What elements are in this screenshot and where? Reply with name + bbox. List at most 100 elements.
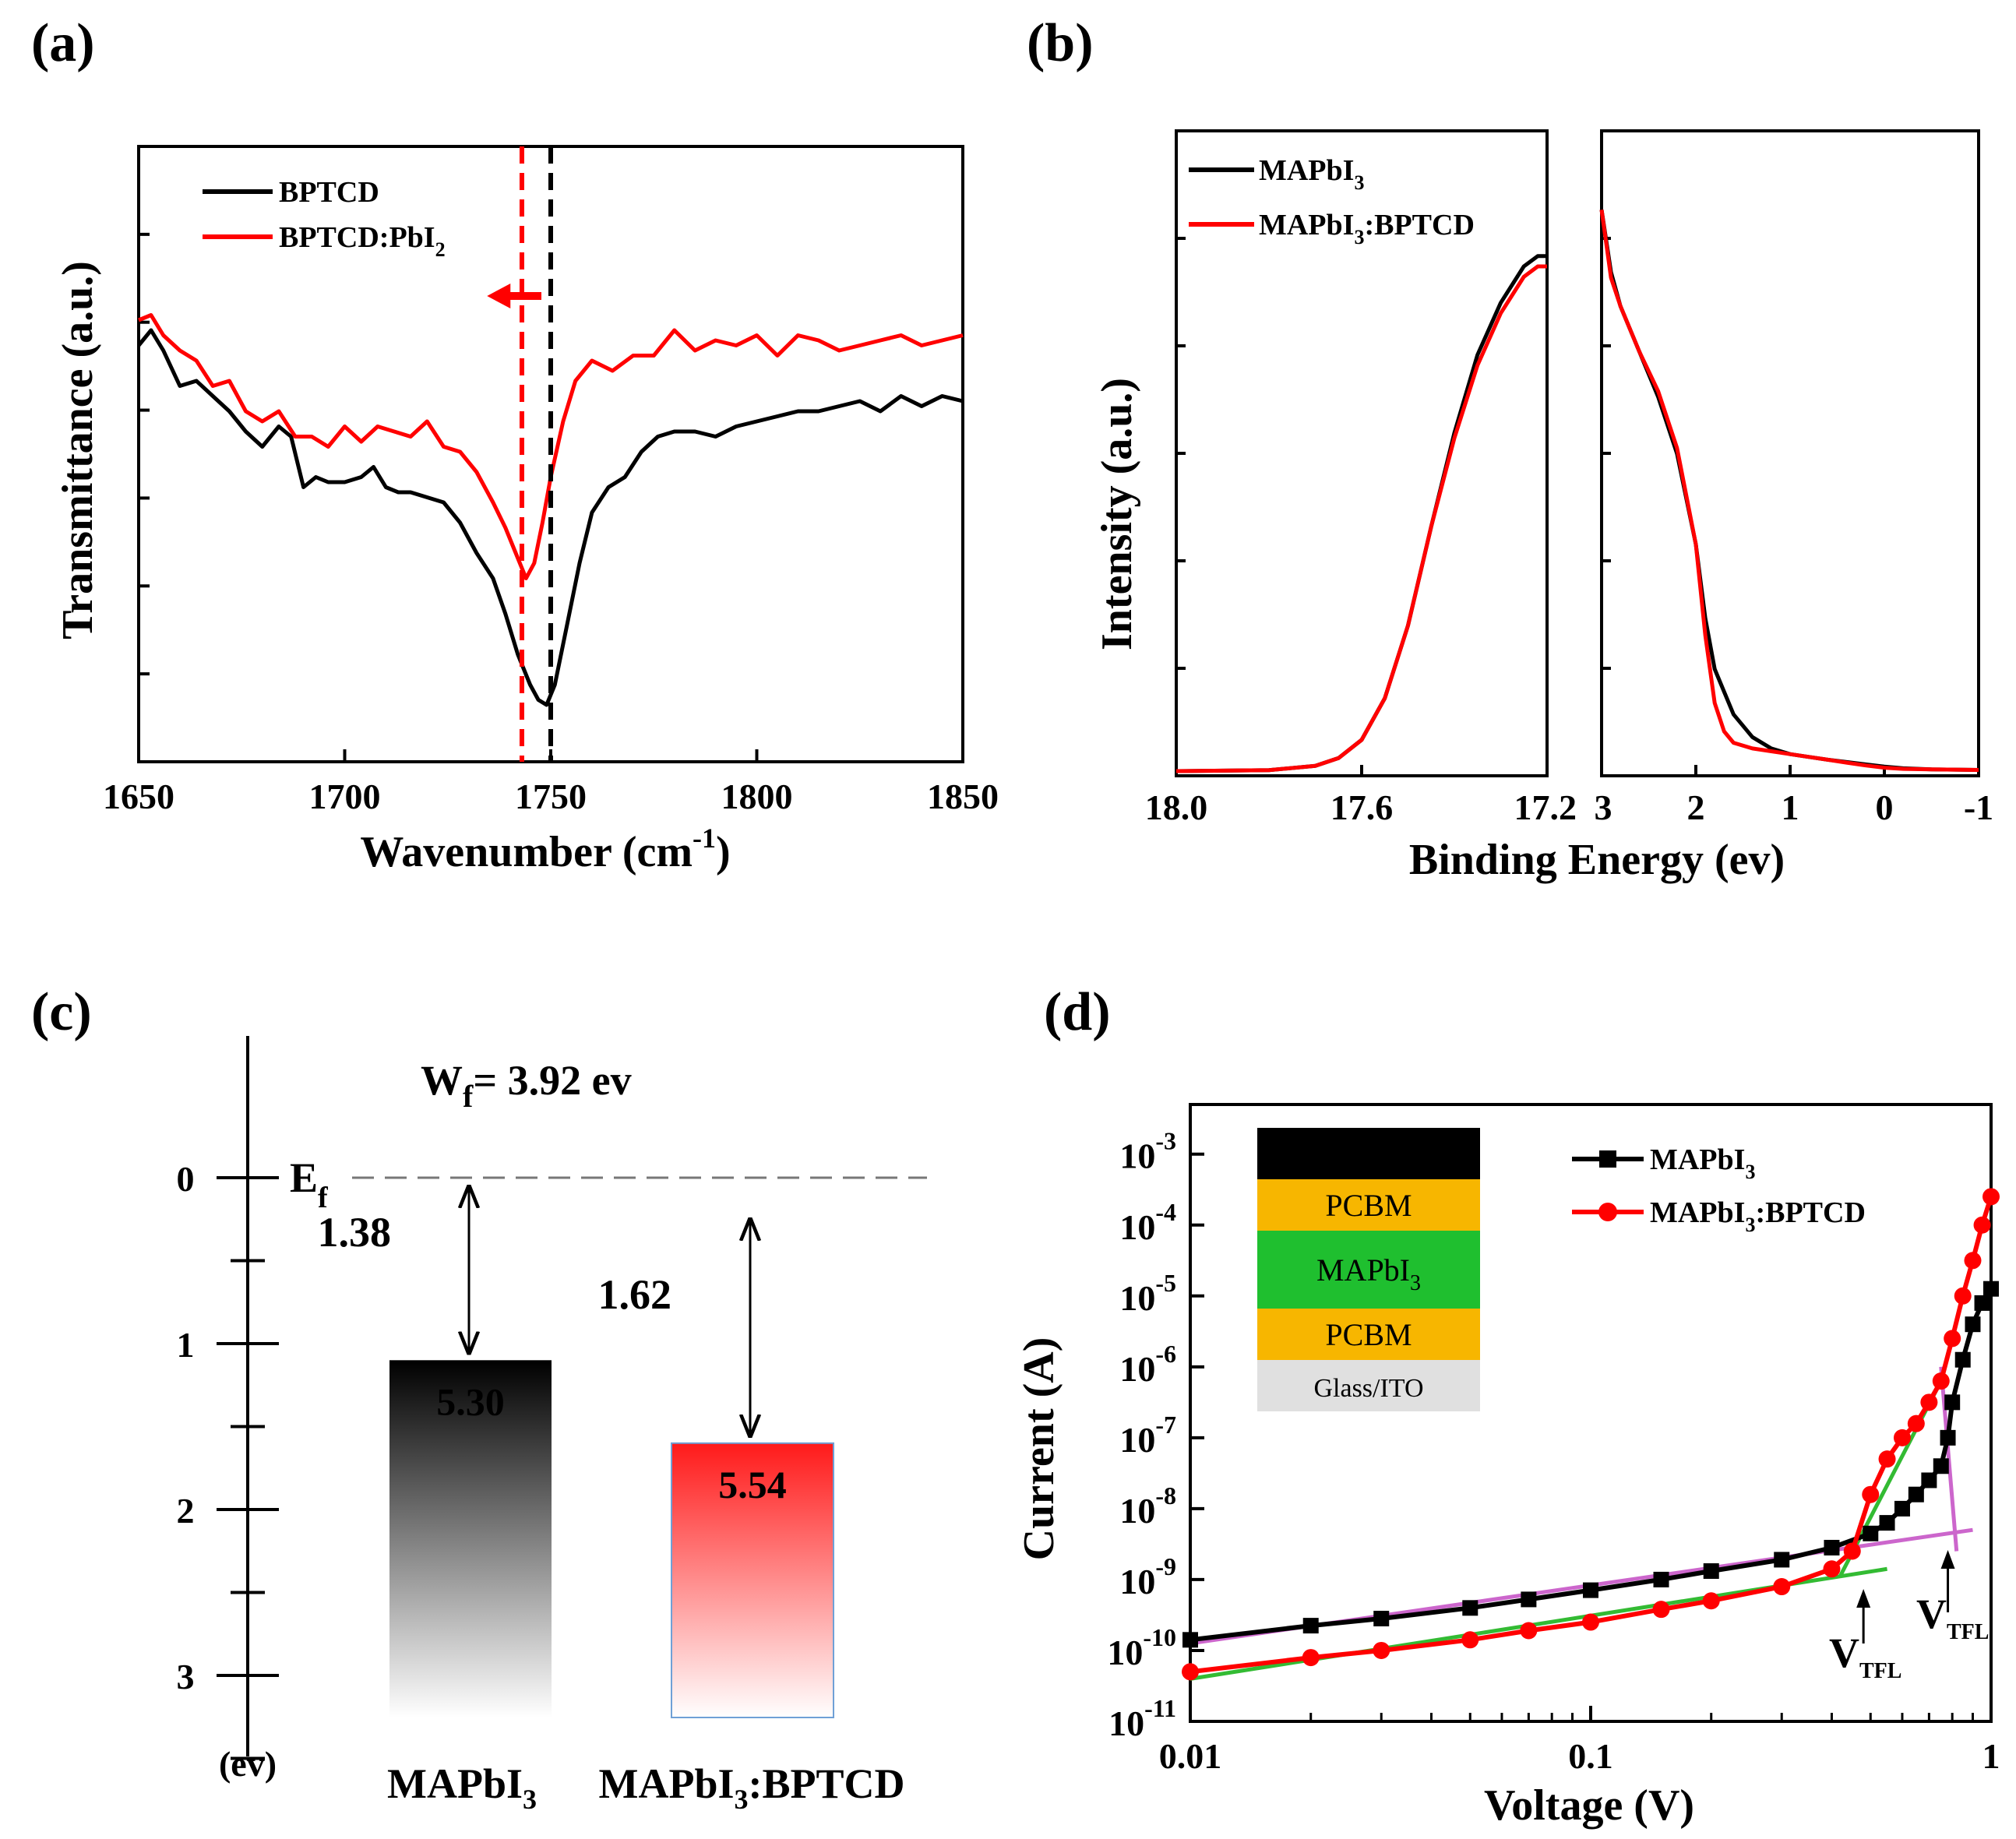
energy-bar-value-0: 5.30 [436,1379,505,1423]
panel-a-xtick-label: 1650 [103,777,174,816]
panel-d-marker-circle [1843,1542,1861,1560]
panel-a-xlabel: Wavenumber (cm-1) [360,823,730,876]
panel-a-plot: 1650 1700 1750 1800 1850 [103,145,999,816]
panel-b-xtick-label: -1 [1964,787,1993,827]
panel-d-marker-square [1302,1618,1319,1634]
panel-b-legend: MAPbI3 MAPbI3:BPTCD [1189,154,1475,248]
panel-d-ytick-label: 10-4 [1119,1198,1176,1247]
panel-c-ytick-label: 1 [177,1325,195,1365]
panel-b-frame-1 [1600,129,1980,777]
energy-bar-value-1: 5.54 [718,1463,787,1506]
legend-label-bptcd: BPTCD [279,176,379,209]
panel-d-marker-circle [1954,1287,1972,1305]
panel-d-marker-square [1965,1316,1981,1333]
panel-d-marker-square [1521,1591,1537,1608]
panel-b-xtick-label: 17.2 [1514,787,1577,827]
panel-c-ytick-label: 2 [177,1491,195,1531]
vtfl-arrow-head-1 [1940,1550,1955,1569]
panel-d-marker-circle [1944,1330,1961,1348]
energy-bar-1 [671,1442,834,1719]
panel-d-marker-square [1933,1458,1949,1474]
panel-d-marker-square [1703,1563,1719,1580]
device-layer-label-4: Glass/ITO [1313,1374,1423,1403]
panel-a-series-0 [137,328,964,707]
panel-d-series-1 [1190,1196,1993,1675]
panel-d-marker-circle [1773,1578,1791,1596]
panel-d-marker-square [1653,1571,1669,1587]
gap-label-0: 1.38 [318,1209,392,1256]
panel-a-xtick-label: 1700 [309,777,381,816]
panel-d-marker-square [1940,1429,1956,1446]
panel-d-ytick-label: 10-7 [1119,1411,1176,1460]
panel-c-plot: 0 1 2 3 5.30 1.38 5.54 1.62 [177,1036,927,1760]
legend-marker-circle [1598,1203,1617,1221]
panel-b-ylabel: Intensity (a.u.) [1093,378,1141,650]
panel-d-ytick-label: 10-8 [1119,1481,1176,1531]
legend-label-d-mapbi3-bptcd: MAPbI3:BPTCD [1650,1196,1866,1236]
panel-b-xtick-label: 0 [1876,787,1894,827]
panel-a: (a) 1650 1700 1750 1800 1850 Transmittance (… [31,13,999,876]
panel-a-legend: BPTCD BPTCD:PbI2 [203,176,446,261]
panel-d-marker-circle [1582,1613,1599,1631]
panel-d-marker-square [1908,1486,1924,1503]
panel-d-marker-circle [1461,1631,1479,1649]
panel-d-marker-square [1373,1611,1390,1626]
panel-d-marker-circle [1983,1188,2000,1206]
panel-b-series-0-part-1 [1599,209,1979,772]
panel-d-marker-circle [1652,1601,1670,1619]
panel-d-marker-square [1954,1351,1971,1368]
panel-d-marker-square [1462,1600,1479,1616]
panel-a-xtick-label: 1800 [721,777,793,816]
panel-d-marker-square [1863,1525,1879,1541]
panel-d-ytick-label: 10-3 [1119,1127,1176,1176]
device-layer-label-0: Ag [1350,1136,1388,1171]
panel-d-marker-circle [1920,1393,1938,1411]
device-layer-label-1: PCBM [1325,1188,1412,1223]
panel-d-marker-circle [1302,1649,1320,1667]
panel-d-marker-square [1879,1515,1895,1531]
panel-d-ytick-label: 10-9 [1119,1552,1176,1601]
panel-d-marker-square [1774,1552,1790,1568]
device-layer-label-3: PCBM [1325,1317,1412,1352]
panel-c-ytick-label: 0 [177,1159,195,1199]
vtfl-label-2: VTFL [1916,1591,1989,1644]
workfunction-label: Wf= 3.92 ev [421,1057,632,1114]
bar-name-mapbi3-bptcd: MAPbI3:BPTCD [599,1760,905,1815]
device-layer-4 [1257,1360,1480,1411]
energy-bar-0 [389,1360,552,1717]
panel-d-marker-circle [1932,1372,1950,1390]
legend-label-bptcd-pbi2: BPTCD:PbI2 [279,221,446,261]
device-layer-label-2: MAPbI3 [1316,1252,1421,1295]
panel-d-marker-circle [1964,1252,1982,1270]
device-layer-1 [1257,1179,1480,1231]
device-layer-3 [1257,1309,1480,1360]
panel-d-xtick-label: 0.1 [1568,1736,1613,1776]
panel-a-label: (a) [31,13,95,73]
device-layer-0 [1257,1128,1480,1179]
panel-d-label: (d) [1044,982,1111,1042]
legend-label-mapbi3-bptcd: MAPbI3:BPTCD [1259,209,1475,248]
panel-d-marker-square [1824,1539,1840,1555]
bar-name-mapbi3: MAPbI3 [387,1760,537,1815]
panel-b-series-1-part-0 [1175,264,1547,773]
panel-d-xlabel: Voltage (V) [1484,1781,1694,1830]
panel-d-marker-circle [1862,1485,1880,1503]
panel-d-marker-circle [1878,1450,1896,1468]
panel-d-marker-square [1583,1582,1598,1598]
panel-d-ytick-label: 10-5 [1119,1269,1176,1318]
panel-b-xtick-label: 17.6 [1330,787,1394,827]
legend-label-mapbi3: MAPbI3 [1259,154,1364,194]
panel-b-xtick-label: 18.0 [1145,787,1208,827]
panel-a-xtick-label: 1850 [927,777,999,816]
panel-d-marker-circle [1823,1560,1841,1578]
panel-d-xtick-label: 1 [1983,1736,2000,1776]
panel-c-ytick-label: 3 [177,1657,195,1696]
device-layer-2 [1257,1231,1480,1309]
fermi-level-label: Ef [290,1154,329,1214]
panel-d-marker-circle [1702,1592,1720,1610]
legend-label-d-mapbi3: MAPbI3 [1650,1143,1755,1183]
panel-b-plot: 18.0 17.6 17.2 3 2 1 0 -1 [1145,129,1993,827]
panel-d-marker-circle [1520,1622,1538,1640]
panel-d-series-0 [1190,1288,1993,1643]
